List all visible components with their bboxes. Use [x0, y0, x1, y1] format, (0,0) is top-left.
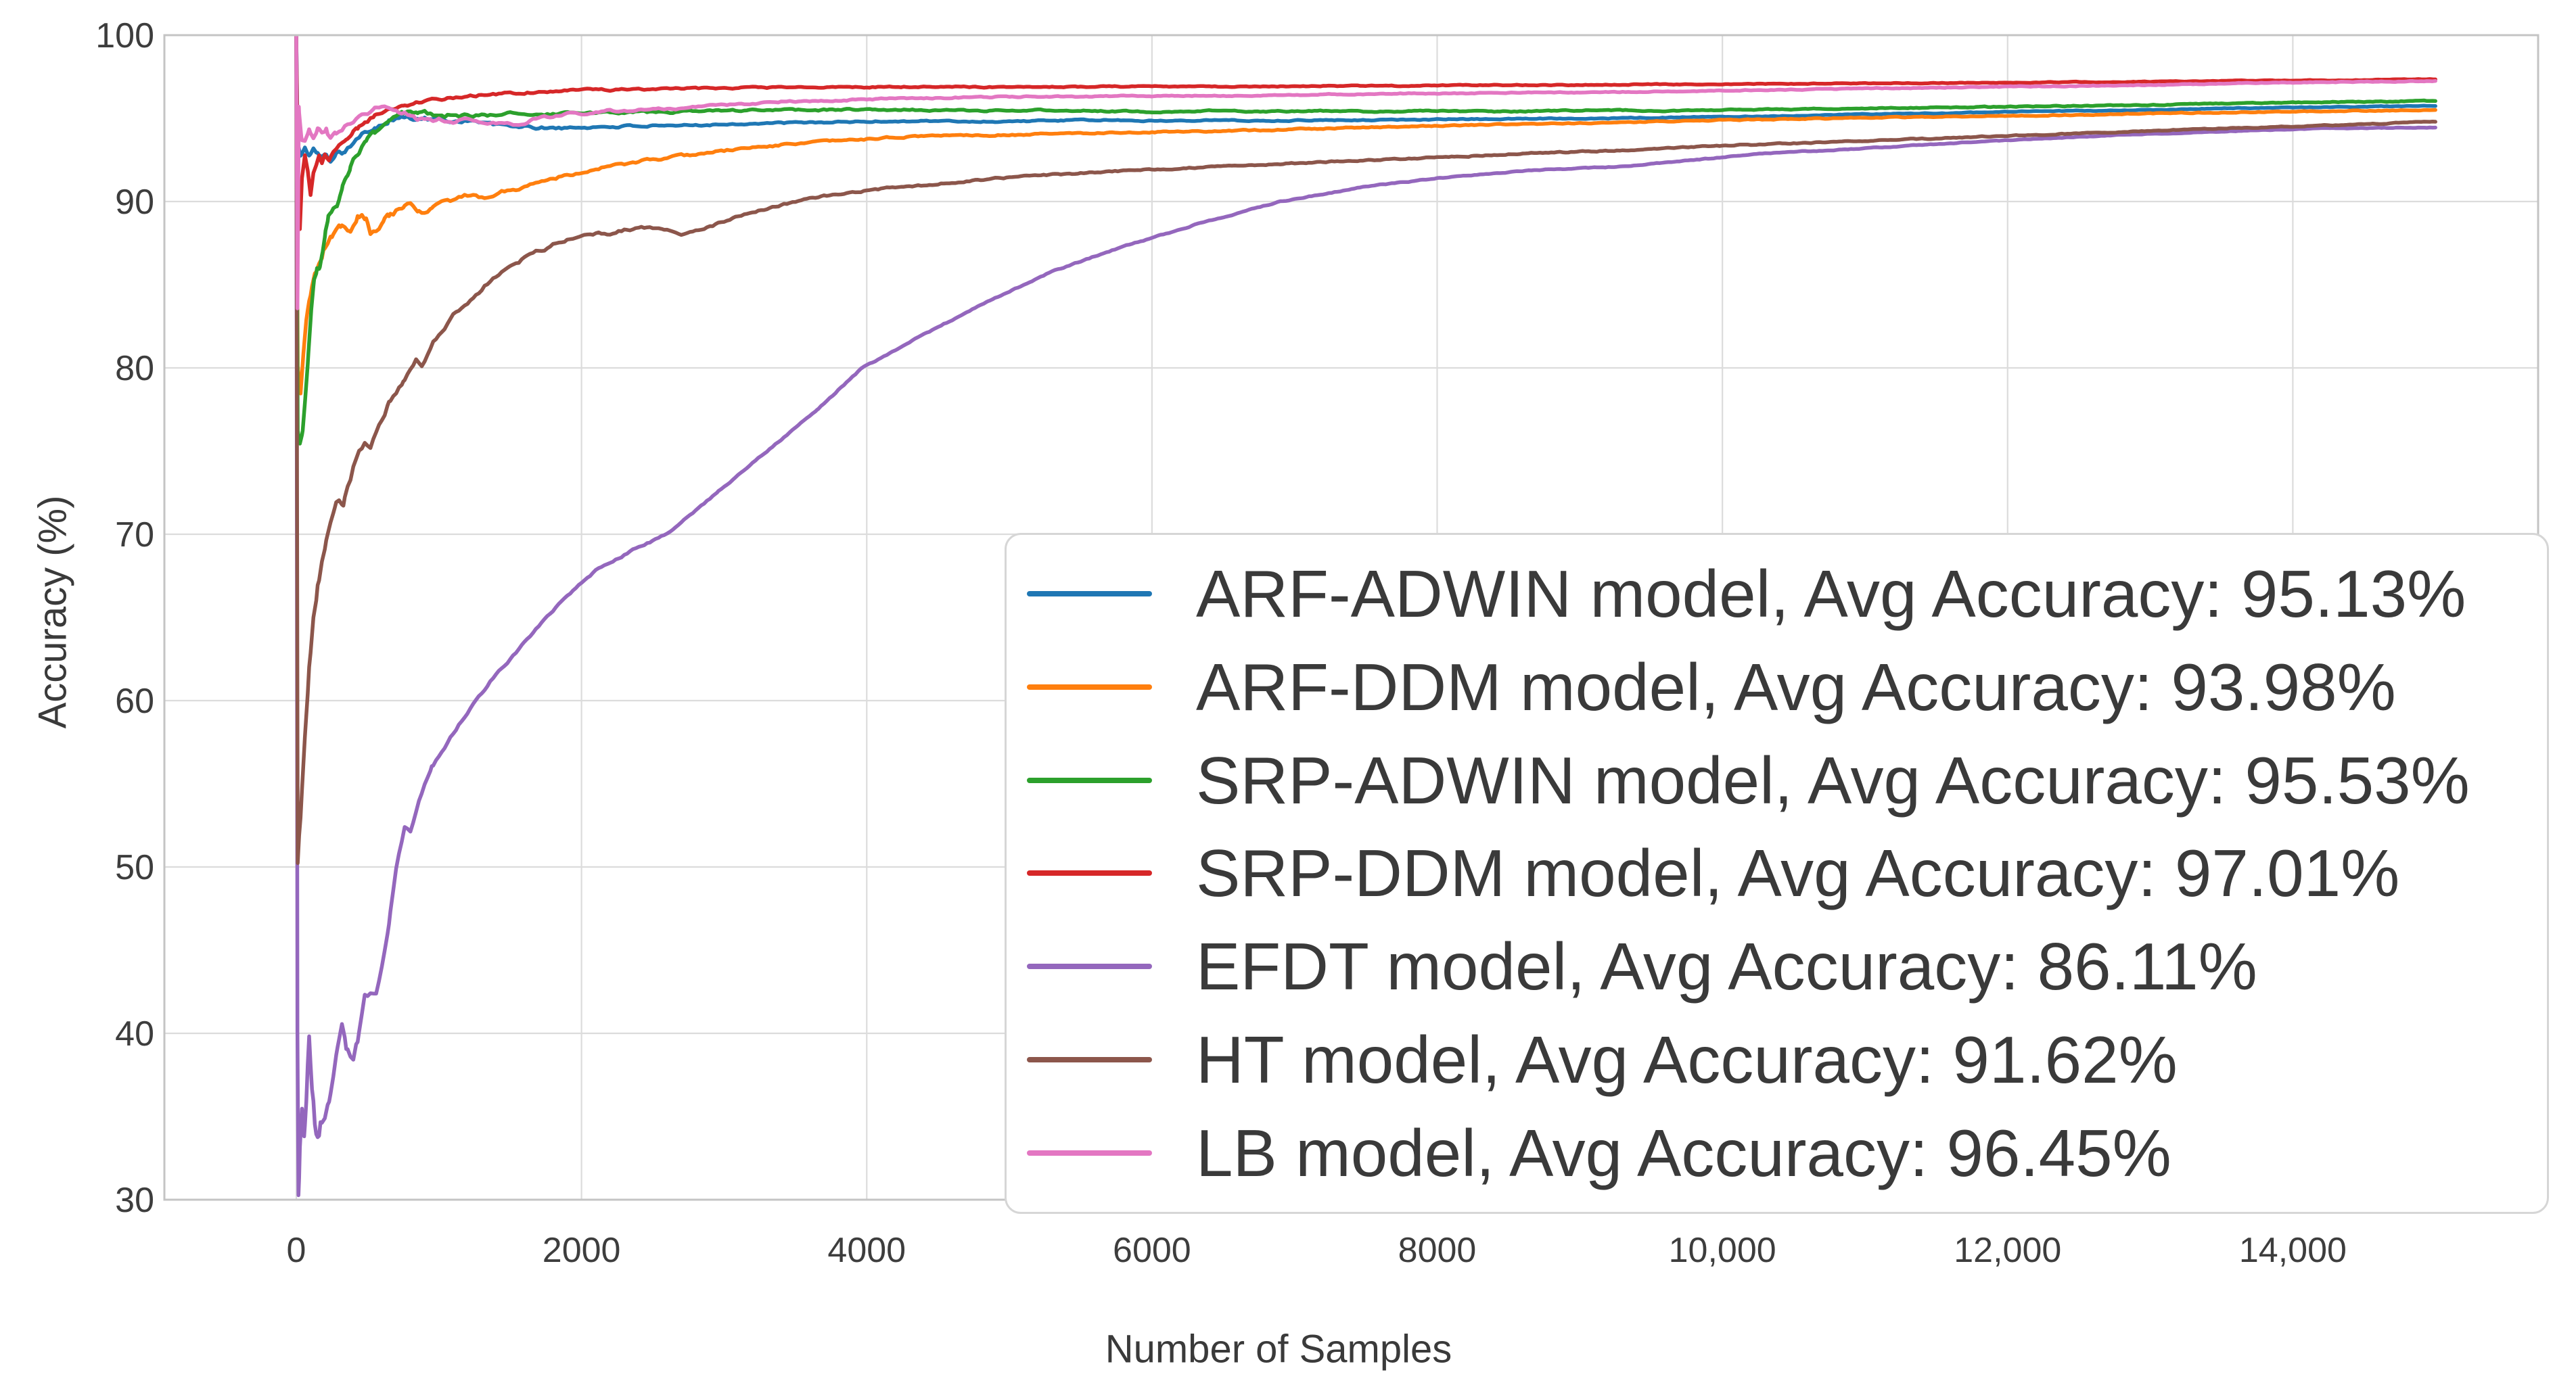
legend-item-ht: HT model, Avg Accuracy: 91.62% — [1027, 1027, 2547, 1093]
legend-label-srp-ddm: SRP-DDM model, Avg Accuracy: 97.01% — [1196, 836, 2400, 911]
y-tick-label-30: 30 — [115, 1181, 154, 1220]
series-lines — [294, 35, 2437, 1198]
y-tick-label-50: 50 — [115, 848, 154, 887]
legend-label-arf-ddm: ARF-DDM model, Avg Accuracy: 93.98% — [1196, 649, 2396, 724]
y-tick-label-90: 90 — [115, 183, 154, 222]
legend-item-arf-ddm: ARF-DDM model, Avg Accuracy: 93.98% — [1027, 654, 2547, 720]
legend-line-swatch-arf-ddm — [1027, 684, 1152, 690]
x-tick-label-12000: 12,000 — [1954, 1231, 2061, 1270]
y-axis-title: Accuracy (%) — [30, 495, 75, 729]
x-axis-title: Number of Samples — [1105, 1327, 1452, 1371]
y-tick-label-40: 40 — [115, 1014, 154, 1054]
legend-item-efdt: EFDT model, Avg Accuracy: 86.11% — [1027, 933, 2547, 1000]
series-line-efdt — [294, 35, 2437, 1198]
legend-label-ht: HT model, Avg Accuracy: 91.62% — [1196, 1023, 2178, 1098]
legend-item-srp-adwin: SRP-ADWIN model, Avg Accuracy: 95.53% — [1027, 747, 2547, 814]
legend-item-srp-ddm: SRP-DDM model, Avg Accuracy: 97.01% — [1027, 840, 2547, 906]
series-line-srp-ddm — [294, 35, 2437, 231]
series-line-ht — [294, 35, 2437, 865]
legend-label-lb: LB model, Avg Accuracy: 96.45% — [1196, 1115, 2171, 1190]
legend-item-lb: LB model, Avg Accuracy: 96.45% — [1027, 1120, 2547, 1186]
y-tick-label-100: 100 — [95, 16, 154, 55]
tick-labels: 0 2000 4000 6000 8000 10,000 12,000 14,000 30 40 5… — [95, 16, 2347, 1270]
x-tick-label-2000: 2000 — [543, 1231, 621, 1270]
x-tick-label-0: 0 — [287, 1231, 306, 1270]
legend-line-swatch-efdt — [1027, 964, 1152, 970]
y-tick-label-80: 80 — [115, 349, 154, 388]
x-tick-label-14000: 14,000 — [2239, 1231, 2347, 1270]
legend-line-swatch-arf-adwin — [1027, 590, 1152, 596]
series-line-lb — [294, 35, 2437, 310]
legend-label-efdt: EFDT model, Avg Accuracy: 86.11% — [1196, 929, 2257, 1004]
x-tick-label-4000: 4000 — [827, 1231, 906, 1270]
legend-label-arf-adwin: ARF-ADWIN model, Avg Accuracy: 95.13% — [1196, 556, 2466, 631]
series-line-arf-ddm — [294, 35, 2437, 396]
legend-label-srp-adwin: SRP-ADWIN model, Avg Accuracy: 95.53% — [1196, 743, 2470, 818]
x-tick-label-6000: 6000 — [1113, 1231, 1191, 1270]
legend-line-swatch-lb — [1027, 1150, 1152, 1156]
x-tick-label-8000: 8000 — [1398, 1231, 1477, 1270]
legend-line-swatch-srp-adwin — [1027, 777, 1152, 783]
x-tick-label-10000: 10,000 — [1669, 1231, 1776, 1270]
legend-item-arf-adwin: ARF-ADWIN model, Avg Accuracy: 95.13% — [1027, 561, 2547, 627]
legend-box: ARF-ADWIN model, Avg Accuracy: 95.13% AR… — [1005, 533, 2549, 1214]
y-tick-label-60: 60 — [115, 682, 154, 721]
series-line-arf-adwin — [294, 35, 2437, 164]
y-tick-label-70: 70 — [115, 515, 154, 555]
legend-line-swatch-ht — [1027, 1057, 1152, 1063]
legend-line-swatch-srp-ddm — [1027, 870, 1152, 876]
